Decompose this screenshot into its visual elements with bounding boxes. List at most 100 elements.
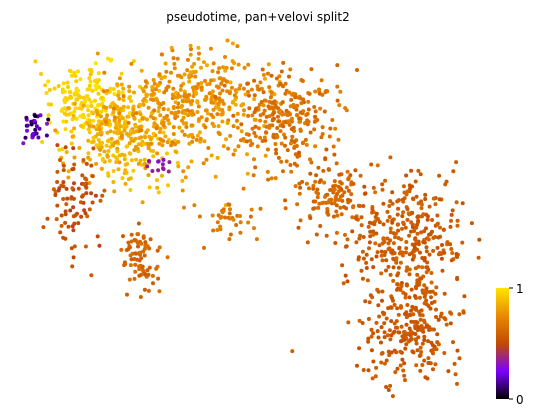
cell-point: [156, 159, 161, 164]
cell-point: [163, 134, 168, 139]
cell-point: [128, 176, 133, 181]
cell-point: [226, 146, 231, 151]
cell-point: [365, 278, 370, 283]
cell-point: [317, 87, 322, 92]
cell-point: [128, 188, 133, 192]
cell-point: [405, 207, 410, 212]
cell-point: [76, 221, 81, 226]
cell-point: [381, 222, 386, 227]
cell-point: [117, 118, 122, 123]
cell-point: [442, 351, 447, 355]
cell-point: [319, 78, 324, 83]
cell-point: [233, 97, 238, 102]
cell-point: [385, 236, 390, 241]
cell-point: [233, 148, 238, 153]
cell-point: [89, 110, 94, 115]
cell-point: [103, 119, 108, 124]
cell-point: [95, 132, 100, 137]
cell-point: [54, 217, 59, 222]
cell-point: [206, 111, 210, 116]
cell-point: [376, 303, 381, 308]
cell-point: [325, 89, 330, 94]
cell-point: [167, 121, 172, 126]
cell-point: [419, 230, 424, 235]
cell-point: [142, 157, 147, 162]
cell-point: [193, 90, 198, 95]
cell-point: [350, 215, 355, 220]
cell-point: [47, 88, 52, 92]
cell-point: [55, 169, 60, 174]
cell-point: [121, 104, 126, 109]
cell-point: [93, 98, 97, 103]
cell-point: [379, 340, 383, 345]
cell-point: [422, 258, 427, 263]
cell-point: [137, 142, 141, 147]
cell-point: [409, 319, 414, 324]
cell-point: [221, 101, 226, 106]
cell-point: [388, 337, 393, 342]
cell-point: [120, 90, 125, 95]
cell-point: [167, 160, 172, 165]
cell-point: [216, 101, 221, 106]
cell-point: [138, 128, 143, 133]
cell-point: [397, 330, 402, 335]
cell-point: [269, 90, 274, 95]
cell-point: [402, 337, 407, 342]
cell-point: [357, 318, 362, 323]
cell-point: [395, 199, 400, 204]
cell-point: [320, 92, 325, 97]
cell-point: [322, 109, 327, 114]
cell-point: [344, 244, 349, 249]
cell-point: [144, 94, 149, 98]
cell-point: [313, 109, 318, 114]
cell-point: [251, 173, 256, 178]
cell-point: [61, 180, 66, 185]
cell-point: [326, 212, 331, 217]
cell-point: [161, 107, 166, 111]
cell-point: [21, 141, 26, 146]
cell-point: [388, 238, 393, 243]
cell-point: [235, 125, 240, 130]
cell-point: [297, 191, 302, 196]
cell-point: [289, 97, 294, 102]
cell-point: [57, 147, 62, 152]
cell-point: [401, 290, 406, 295]
cell-point: [66, 106, 71, 110]
cell-point: [87, 181, 92, 185]
cell-point: [327, 167, 331, 172]
cell-point: [382, 335, 387, 340]
cell-point: [222, 83, 227, 88]
cell-point: [421, 240, 426, 244]
cell-point: [189, 47, 193, 52]
cell-point: [250, 141, 255, 146]
cell-point: [424, 265, 429, 270]
cell-point: [204, 94, 209, 99]
cell-point: [87, 130, 92, 135]
cell-point: [142, 97, 147, 101]
cell-point: [45, 121, 49, 126]
cell-point: [427, 204, 432, 209]
cell-point: [58, 158, 62, 162]
cell-point: [294, 144, 299, 148]
cell-point: [146, 173, 151, 178]
cell-point: [190, 133, 194, 137]
cell-point: [62, 111, 67, 116]
cell-point: [97, 152, 102, 157]
cell-point: [157, 141, 162, 146]
cell-point: [400, 253, 405, 258]
cell-point: [421, 329, 426, 334]
cell-point: [128, 263, 133, 268]
cell-point: [173, 100, 178, 105]
cell-point: [125, 292, 129, 297]
cell-point: [129, 239, 134, 244]
cell-point: [398, 287, 403, 292]
cell-point: [90, 174, 95, 179]
cell-point: [217, 66, 222, 71]
cell-point: [387, 328, 392, 333]
cell-point: [142, 287, 147, 292]
cell-point: [477, 237, 482, 242]
cell-point: [112, 115, 117, 120]
cell-point: [104, 143, 109, 148]
cell-point: [454, 160, 459, 165]
cell-point: [175, 56, 180, 61]
